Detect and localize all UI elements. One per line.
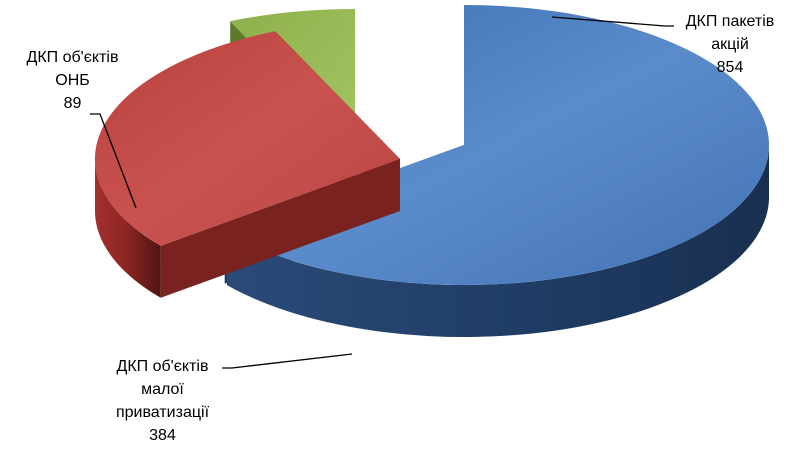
slice-label-1-line-2: приватизації — [115, 404, 210, 421]
leader-line-2 — [90, 113, 137, 209]
pie-slice-1-wall-0 — [160, 159, 400, 298]
slice-label-1: ДКП об'єктів малої приватизації 384 — [90, 355, 235, 447]
pie-slice-1-side-0 — [94, 157, 161, 298]
slice-label-2-value: 89 — [63, 95, 82, 112]
pie-slice-1 — [94, 31, 400, 298]
slice-label-1-line-1: малої — [141, 381, 184, 398]
leader-line-0 — [551, 16, 674, 27]
slice-label-0-line-1: акцій — [711, 36, 749, 53]
slice-label-0: ДКП пакетів акцій 854 — [670, 10, 790, 79]
slice-label-0-line-0: ДКП пакетів — [685, 13, 775, 30]
leader-line-1 — [222, 353, 353, 369]
pie-slice-1-top — [94, 31, 400, 246]
slice-label-2-line-1: ОНБ — [55, 72, 90, 89]
slice-label-1-value: 384 — [149, 427, 176, 444]
slice-label-1-line-0: ДКП об'єктів — [116, 358, 209, 375]
slice-label-2: ДКП об'єктів ОНБ 89 — [0, 46, 145, 115]
pie-slice-0-side-0 — [227, 142, 770, 338]
slice-label-0-value: 854 — [716, 59, 744, 76]
slice-label-2-line-0: ДКП об'єктів — [26, 49, 119, 66]
